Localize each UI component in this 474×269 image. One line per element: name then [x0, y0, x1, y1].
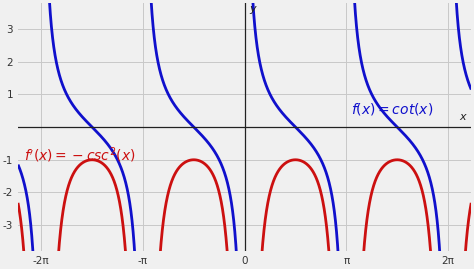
Text: y: y [249, 4, 256, 15]
Text: $f'(x) = -csc^2(x)$: $f'(x) = -csc^2(x)$ [25, 145, 136, 165]
Text: $f(x) = cot(x)$: $f(x) = cot(x)$ [351, 101, 434, 117]
Text: x: x [460, 112, 466, 122]
